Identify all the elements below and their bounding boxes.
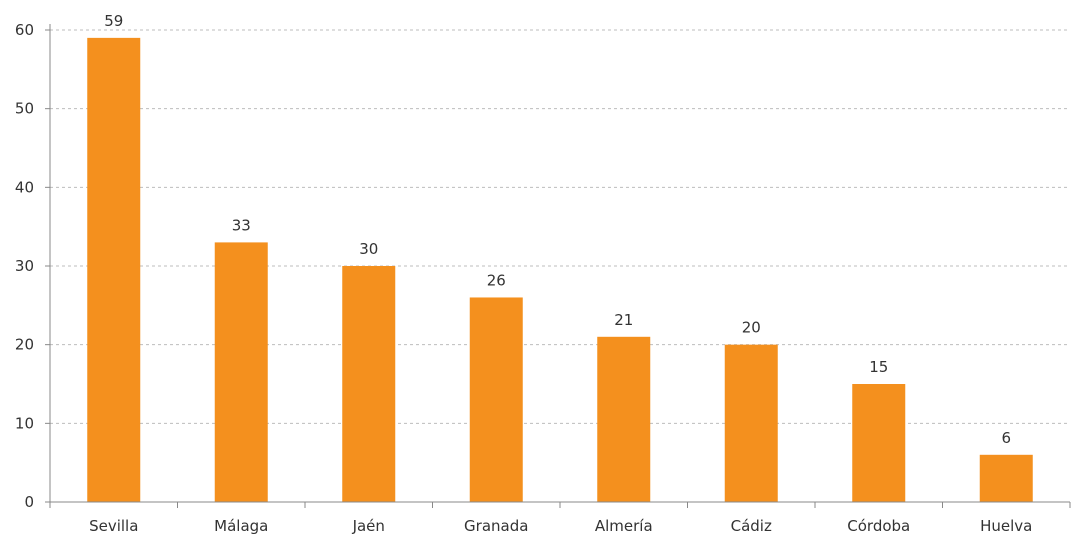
data-label: 20 <box>742 319 761 337</box>
data-label: 30 <box>359 240 378 258</box>
x-category-label: Granada <box>464 517 528 535</box>
bars <box>87 37 1033 502</box>
labels: 0 10 20 30 40 50 60 59 Sevilla 33 Málaga 30 Jaén 26 Gr… <box>15 12 1032 535</box>
bar-córdoba <box>852 384 906 502</box>
gridlines <box>50 29 1070 424</box>
x-category-label: Cádiz <box>731 517 772 535</box>
data-label: 33 <box>232 216 251 234</box>
data-label: 26 <box>487 271 506 289</box>
bar-huelva <box>979 454 1033 502</box>
y-tick-label: 30 <box>15 257 34 275</box>
bar-sevilla <box>87 37 141 502</box>
y-tick-label: 20 <box>15 336 34 354</box>
y-tick-label: 0 <box>24 493 34 511</box>
data-label: 59 <box>104 12 123 30</box>
y-tick-label: 50 <box>15 100 34 118</box>
x-category-label: Málaga <box>214 517 268 535</box>
x-category-label: Huelva <box>980 517 1032 535</box>
x-category-label: Córdoba <box>847 517 910 535</box>
y-tick-label: 40 <box>15 178 34 196</box>
y-tick-label: 10 <box>15 414 34 432</box>
x-category-label: Sevilla <box>89 517 138 535</box>
data-label: 15 <box>869 358 888 376</box>
data-label: 6 <box>1001 429 1011 447</box>
bar-granada <box>469 297 523 502</box>
bar-cádiz <box>724 344 778 502</box>
bar-jaén <box>342 266 396 502</box>
bar-málaga <box>214 242 268 502</box>
y-tick-label: 60 <box>15 21 34 39</box>
x-category-label: Almería <box>595 517 653 535</box>
axes <box>45 24 1071 508</box>
data-label: 21 <box>614 311 633 329</box>
bar-almería <box>597 336 651 502</box>
x-category-label: Jaén <box>352 517 385 535</box>
